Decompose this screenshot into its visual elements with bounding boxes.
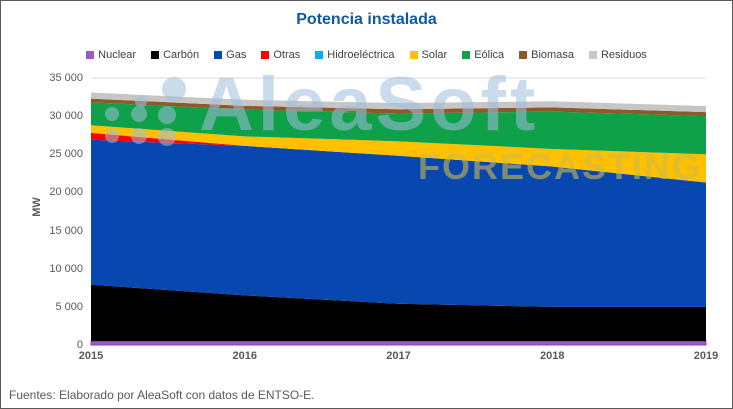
chart-title: Potencia instalada [296, 11, 437, 28]
x-tick-label: 2019 [693, 350, 719, 362]
legend-item-eolica: Eólica [462, 49, 504, 61]
legend-label: Gas [226, 49, 247, 61]
y-tick-label: 20 000 [49, 186, 83, 199]
legend-item-otras: Otras [261, 49, 300, 61]
legend-swatch-biomasa-icon [519, 51, 528, 59]
x-tick-label: 2015 [78, 350, 104, 362]
area-carbon [91, 284, 706, 342]
area-gas [91, 139, 706, 307]
legend-swatch-solar-icon [409, 51, 418, 59]
y-tick-label: 25 000 [49, 148, 83, 161]
x-tick-label: 2016 [232, 350, 257, 362]
source-footnote: Fuentes: Elaborado por AleaSoft con dato… [9, 388, 315, 402]
x-tick-label: 2017 [386, 350, 411, 362]
legend-label: Eólica [474, 49, 505, 61]
legend-label: Solar [421, 49, 448, 61]
legend-swatch-hidroelectrica-icon [315, 51, 324, 59]
legend-label: Biomasa [531, 49, 574, 61]
x-tick-label: 2018 [540, 350, 565, 362]
y-tick-label: 10 000 [49, 262, 83, 275]
y-tick-label: 15 000 [49, 224, 83, 237]
y-tick-label: 0 [76, 339, 83, 351]
legend-swatch-residuos-icon [588, 51, 597, 59]
area-eolica [91, 102, 706, 155]
y-tick-label: 30 000 [49, 110, 83, 123]
area-nuclear [90, 340, 707, 346]
legend-item-residuos: Residuos [588, 49, 647, 61]
legend-label: Carbón [163, 49, 200, 61]
legend-swatch-gas-icon [214, 51, 223, 59]
y-tick-label: 5 000 [55, 300, 83, 313]
legend-swatch-nuclear-icon [86, 51, 95, 59]
legend-label: Nuclear [98, 49, 137, 61]
legend-label: Otras [273, 49, 301, 61]
area-solar [91, 125, 706, 183]
legend-swatch-eolica-icon [462, 51, 471, 59]
y-tick-label: 35 000 [49, 72, 83, 84]
legend-item-solar: Solar [409, 49, 448, 61]
legend-label: Residuos [600, 49, 647, 61]
area-residuos [91, 92, 706, 113]
legend-item-biomasa: Biomasa [519, 49, 574, 61]
legend-label: Hidroeléctrica [327, 49, 395, 61]
legend-item-nuclear: Nuclear [86, 49, 136, 61]
legend-item-carbon: Carbón [151, 49, 199, 61]
legend-swatch-otras-icon [261, 51, 270, 59]
chart-legend: Nuclear Carbón Gas Otras Hidroeléctrica Solar… [1, 49, 732, 61]
legend-item-gas: Gas [214, 49, 246, 61]
y-axis-title: MW [30, 197, 43, 217]
legend-item-hidroelectrica: Hidroeléctrica [315, 49, 395, 61]
legend-swatch-carbon-icon [151, 51, 160, 59]
area-biomasa [91, 98, 706, 117]
